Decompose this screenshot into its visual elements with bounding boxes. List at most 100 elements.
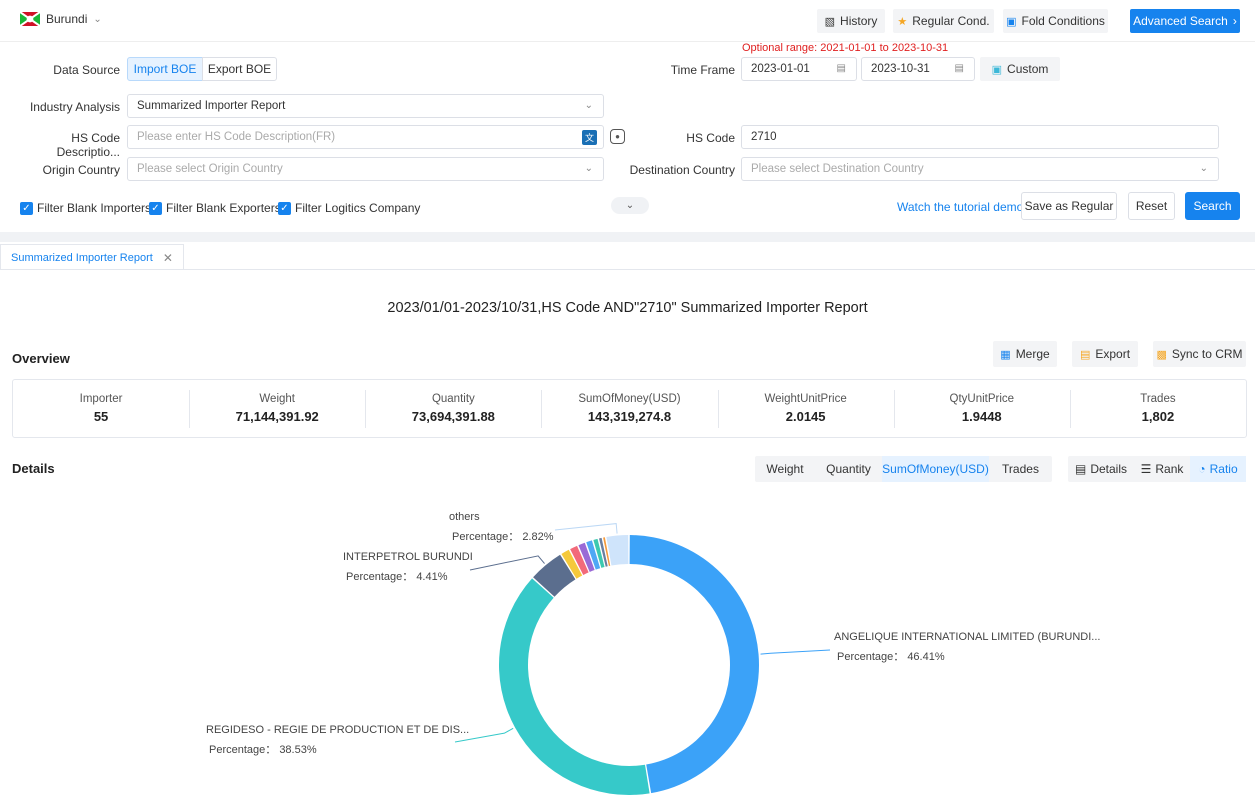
view-rank-label: Rank <box>1155 462 1184 476</box>
regular-cond-button[interactable]: ★ Regular Cond. <box>893 9 994 33</box>
advanced-search-button[interactable]: Advanced Search › <box>1130 9 1240 33</box>
view-toggle: ▤ Details ☰ Rank ◔ Ratio <box>1068 456 1246 482</box>
hs-code-input[interactable]: 2710 <box>741 125 1219 149</box>
slice-label: REGIDESO - REGIE DE PRODUCTION ET DE DIS… <box>206 724 469 736</box>
view-details[interactable]: ▤ Details <box>1068 456 1134 482</box>
tab-summarized-importer-report[interactable]: Summarized Importer Report ✕ <box>0 244 184 270</box>
sync-crm-button[interactable]: ▩ Sync to CRM <box>1153 341 1246 367</box>
stat-importer: Importer 55 <box>13 380 189 437</box>
overview-stats: Importer 55 Weight 71,144,391.92 Quantit… <box>12 379 1247 438</box>
reset-button[interactable]: Reset <box>1128 192 1175 220</box>
report-title: 2023/01/01-2023/10/31,HS Code AND"2710" … <box>387 300 868 316</box>
origin-country-select[interactable]: Please select Origin Country ⌄ <box>127 157 604 181</box>
donut-slice[interactable] <box>599 537 608 567</box>
view-rank[interactable]: ☰ Rank <box>1134 456 1190 482</box>
destination-country-select[interactable]: Please select Destination Country ⌄ <box>741 157 1219 181</box>
label-leader-line <box>469 555 545 571</box>
donut-slice[interactable] <box>499 578 650 795</box>
sync-icon: ▩ <box>1156 348 1167 361</box>
stat-value: 73,694,391.88 <box>411 409 495 424</box>
stat-value: 1.9448 <box>961 409 1002 424</box>
export-boe-tab[interactable]: Export BOE <box>202 57 277 81</box>
filter-panel: Optional range: 2021-01-01 to 2023-10-31… <box>0 42 1255 232</box>
custom-icon: ▣ <box>991 63 1003 76</box>
chevron-down-icon: ⌄ <box>93 13 102 25</box>
donut-slice[interactable] <box>606 535 629 566</box>
view-details-label: Details <box>1090 462 1128 476</box>
fold-conditions-button[interactable]: ▣ Fold Conditions <box>1003 9 1108 33</box>
stat-qty-unit-price: QtyUnitPrice 1.9448 <box>893 380 1070 437</box>
stat-value: 143,319,274.8 <box>587 409 672 424</box>
origin-country-placeholder: Please select Origin Country <box>137 163 283 175</box>
history-label: History <box>840 14 878 28</box>
donut-slice[interactable] <box>586 540 601 570</box>
stat-weight: Weight 71,144,391.92 <box>189 380 365 437</box>
metric-weight[interactable]: Weight <box>766 462 804 476</box>
stat-key: Trades <box>1140 393 1176 405</box>
hs-description-placeholder: Please enter HS Code Description(FR) <box>137 131 336 143</box>
stat-value: 1,802 <box>1141 409 1175 424</box>
filter-logistics-label: Filter Logitics Company <box>295 201 421 215</box>
time-frame-label: Time Frame <box>670 63 735 77</box>
donut-slice[interactable] <box>570 545 589 575</box>
date-to-input[interactable]: 2023-10-31 ▤ <box>861 57 975 81</box>
import-boe-tab[interactable]: Import BOE <box>127 57 203 81</box>
export-button[interactable]: ▤ Export <box>1072 341 1138 367</box>
custom-button[interactable]: ▣ Custom <box>980 57 1060 81</box>
slice-percentage-label: Percentage： 2.82% <box>452 531 554 543</box>
merge-button[interactable]: ▦ Merge <box>993 341 1057 367</box>
export-icon: ▤ <box>1079 348 1091 361</box>
history-button[interactable]: ▧ History <box>817 9 885 33</box>
metric-trades[interactable]: Trades <box>1002 462 1039 476</box>
translate-icon[interactable]: 文 <box>582 130 597 145</box>
stat-sum-of-money: SumOfMoney(USD) 143,319,274.8 <box>541 380 717 437</box>
donut-slice[interactable] <box>603 537 611 567</box>
filter-logistics-checkbox[interactable]: ✓ Filter Logitics Company <box>278 201 420 215</box>
label-leader-line <box>454 727 514 743</box>
donut-slice[interactable] <box>561 549 583 579</box>
advanced-search-label: Advanced Search <box>1133 14 1228 28</box>
country-name: Burundi <box>46 12 88 26</box>
donut-slice[interactable] <box>593 538 605 568</box>
tab-label: Summarized Importer Report <box>11 251 153 264</box>
filter-blank-importers-checkbox[interactable]: ✓ Filter Blank Importers <box>20 201 151 215</box>
metric-sum-of-money[interactable]: SumOfMoney(USD) <box>882 456 989 482</box>
destination-country-placeholder: Please select Destination Country <box>751 163 924 175</box>
hs-code-value: 2710 <box>751 131 777 143</box>
tutorial-link[interactable]: Watch the tutorial demo <box>897 200 1024 214</box>
view-ratio[interactable]: ◔ Ratio <box>1190 456 1246 482</box>
data-source-label: Data Source <box>53 63 120 77</box>
stat-key: Importer <box>79 393 123 405</box>
filter-blank-exporters-label: Filter Blank Exporters <box>166 201 281 215</box>
hs-description-input[interactable]: Please enter HS Code Description(FR) 文 <box>127 125 604 149</box>
close-icon[interactable]: ✕ <box>162 250 173 265</box>
history-icon: ▧ <box>824 15 836 28</box>
donut-slice[interactable] <box>533 554 576 597</box>
search-button[interactable]: Search <box>1185 192 1240 220</box>
expand-toggle-button[interactable]: ⌄ <box>611 197 649 214</box>
regular-cond-label: Regular Cond. <box>912 14 990 28</box>
date-from-input[interactable]: 2023-01-01 ▤ <box>741 57 857 81</box>
view-ratio-label: Ratio <box>1209 462 1238 476</box>
metric-quantity[interactable]: Quantity <box>826 462 871 476</box>
date-from-value: 2023-01-01 <box>751 63 810 75</box>
save-as-regular-button[interactable]: Save as Regular <box>1021 192 1117 220</box>
filter-blank-exporters-checkbox[interactable]: ✓ Filter Blank Exporters <box>149 201 281 215</box>
optional-range-text: Optional range: 2021-01-01 to 2023-10-31 <box>742 42 949 54</box>
ratio-donut-chart: ANGELIQUE INTERNATIONAL LIMITED (BURUNDI… <box>206 511 1100 795</box>
checkmark-icon: ✓ <box>149 201 162 215</box>
overview-heading: Overview <box>12 351 70 366</box>
checkmark-icon: ✓ <box>278 201 291 215</box>
donut-slice[interactable] <box>578 542 595 572</box>
ai-assist-icon[interactable]: ● <box>610 129 625 144</box>
country-selector[interactable]: Burundi ⌄ <box>20 12 102 26</box>
slice-percentage-label: Percentage： 46.41% <box>837 651 945 663</box>
industry-analysis-select[interactable]: Summarized Importer Report ⌄ <box>127 94 604 118</box>
donut-slice[interactable] <box>629 535 760 794</box>
slice-label: INTERPETROL BURUNDI <box>343 551 473 563</box>
fold-icon: ▣ <box>1006 15 1017 28</box>
slice-percentage-label: Percentage： 4.41% <box>346 571 448 583</box>
stat-key: SumOfMoney(USD) <box>578 393 681 405</box>
destination-country-label: Destination Country <box>629 163 735 177</box>
label-leader-line <box>760 649 831 655</box>
